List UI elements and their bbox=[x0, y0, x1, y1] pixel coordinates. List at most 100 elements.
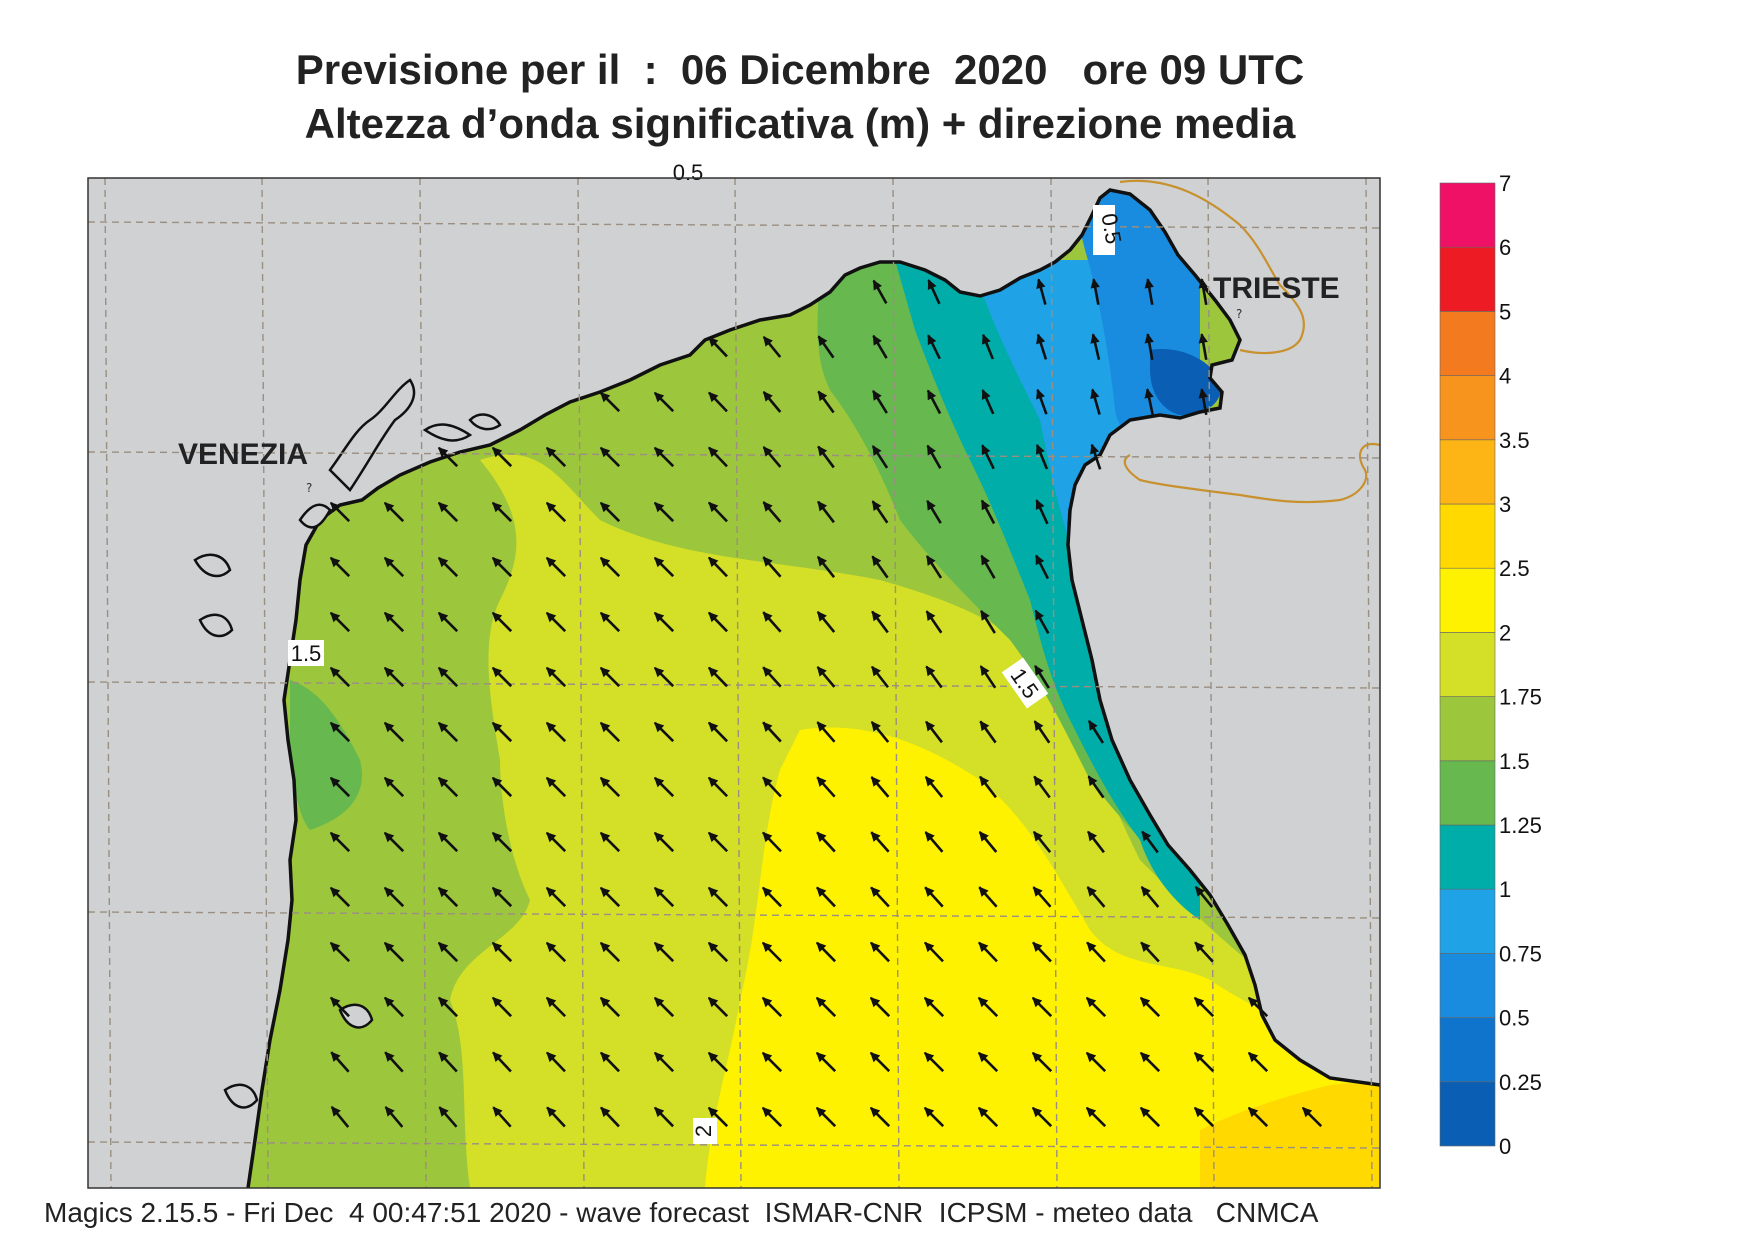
graticule-meridian bbox=[261, 178, 269, 1188]
wave-arrow bbox=[817, 445, 835, 469]
wave-arrow bbox=[816, 611, 836, 633]
wave-arrow bbox=[761, 941, 783, 963]
wave-arrow bbox=[545, 776, 567, 798]
wave-arrow bbox=[437, 941, 459, 963]
svg-text:1.5: 1.5 bbox=[291, 641, 322, 666]
colorbar-tick-label: 0.25 bbox=[1499, 1070, 1542, 1095]
wave-arrow bbox=[1194, 941, 1214, 963]
wave-direction-arrows bbox=[329, 278, 1323, 1128]
wave-arrow bbox=[653, 996, 675, 1018]
wave-arrow bbox=[437, 831, 459, 853]
wave-arrow bbox=[761, 996, 783, 1018]
colorbar-tick-label: 2 bbox=[1499, 620, 1511, 645]
wave-arrow bbox=[491, 886, 513, 908]
map-frame bbox=[87, 177, 1381, 1189]
wave-arrow bbox=[1301, 1106, 1323, 1128]
wave-arrow bbox=[491, 831, 513, 853]
wave-arrow bbox=[1034, 664, 1050, 689]
forecast-title: Previsione per il : 06 Dicembre 2020 ore… bbox=[295, 46, 1305, 93]
graticule bbox=[88, 178, 1380, 1188]
wave-arrow bbox=[545, 996, 567, 1018]
wave-arrow bbox=[653, 501, 675, 523]
wave-arrow bbox=[762, 556, 782, 578]
city-label-venezia: VENEZIA bbox=[178, 438, 308, 471]
wave-arrow bbox=[599, 446, 621, 468]
wave-arrow bbox=[762, 831, 782, 853]
wave-arrow bbox=[437, 666, 459, 688]
colorbar-segment bbox=[1439, 1081, 1496, 1147]
colorbar-tick-label: 1.5 bbox=[1499, 749, 1530, 774]
wave-arrow bbox=[980, 499, 996, 525]
variable-title: Altezza d’onda significativa (m) + direz… bbox=[304, 100, 1296, 147]
wave-arrow bbox=[491, 721, 513, 743]
wave-arrow bbox=[817, 500, 835, 524]
wave-arrow bbox=[329, 666, 351, 688]
wave-arrow bbox=[977, 1051, 999, 1073]
wave-arrow bbox=[491, 501, 513, 523]
wave-arrow bbox=[599, 501, 621, 523]
wave-arrow bbox=[653, 721, 675, 743]
wave-arrow bbox=[1033, 775, 1051, 799]
wave-arrow bbox=[762, 501, 782, 523]
wave-arrow bbox=[437, 556, 459, 578]
wave-arrow bbox=[1140, 886, 1160, 908]
wave-arrow bbox=[871, 500, 889, 524]
wave-arrow bbox=[870, 941, 890, 963]
wave-arrow bbox=[762, 776, 782, 798]
wave-arrow bbox=[870, 831, 890, 853]
wave-arrow bbox=[1193, 1051, 1215, 1073]
wave-arrow bbox=[1031, 1106, 1053, 1128]
wave-arrow bbox=[1090, 278, 1100, 306]
wave-arrow bbox=[599, 556, 621, 578]
venice-lagoon bbox=[193, 378, 502, 1109]
trieste-marker-icon: ? bbox=[1236, 307, 1242, 321]
wave-arrow bbox=[708, 556, 728, 578]
wave-arrow bbox=[1087, 720, 1105, 744]
wave-arrow bbox=[653, 1106, 675, 1128]
colorbar-tick-label: 2.5 bbox=[1499, 556, 1530, 581]
colorbar-segment bbox=[1439, 696, 1496, 762]
wave-arrow bbox=[545, 666, 567, 688]
wave-arrow bbox=[871, 610, 889, 634]
wave-arrow bbox=[1141, 830, 1159, 854]
svg-text:2: 2 bbox=[691, 1125, 716, 1137]
colorbar-tick-label: 3 bbox=[1499, 492, 1511, 517]
wave-arrow bbox=[653, 831, 675, 853]
wave-arrow bbox=[329, 776, 351, 798]
graticule-meridian bbox=[734, 178, 742, 1188]
wave-arrow bbox=[762, 666, 782, 688]
colorbar-segment bbox=[1439, 953, 1496, 1018]
wave-arrow bbox=[545, 556, 567, 578]
wave-arrow bbox=[707, 721, 729, 743]
wave-arrow bbox=[383, 666, 405, 688]
wave-arrow bbox=[545, 721, 567, 743]
wave-arrow bbox=[329, 611, 351, 633]
colorbar-tick-label: 0 bbox=[1499, 1134, 1511, 1159]
wave-arrow bbox=[1035, 443, 1049, 470]
wave-arrow bbox=[978, 941, 998, 963]
colorbar-segment bbox=[1439, 760, 1496, 826]
graticule-meridian bbox=[419, 178, 427, 1188]
wave-arrow bbox=[545, 886, 567, 908]
wave-arrow bbox=[437, 776, 459, 798]
wave-arrow bbox=[383, 501, 405, 523]
wave-arrow bbox=[924, 886, 944, 908]
wave-arrow bbox=[599, 776, 621, 798]
wave-arrow bbox=[707, 996, 729, 1018]
wave-arrow bbox=[599, 831, 621, 853]
wave-arrow bbox=[599, 941, 621, 963]
wave-arrow bbox=[981, 333, 995, 360]
wave-arrow bbox=[653, 556, 675, 578]
wave-arrow bbox=[329, 831, 351, 853]
wave-arrow bbox=[491, 996, 513, 1018]
wave-arrow bbox=[762, 721, 782, 743]
wave-arrow bbox=[816, 831, 836, 853]
wave-arrow bbox=[977, 1106, 999, 1128]
wave-arrow bbox=[1090, 333, 1101, 360]
colorbar-tick-label: 4 bbox=[1499, 364, 1511, 389]
wave-arrow bbox=[1087, 775, 1105, 799]
wave-arrow bbox=[870, 665, 890, 689]
wave-arrow bbox=[545, 611, 567, 633]
wave-arrow bbox=[815, 941, 837, 963]
wave-arrow bbox=[816, 555, 836, 579]
